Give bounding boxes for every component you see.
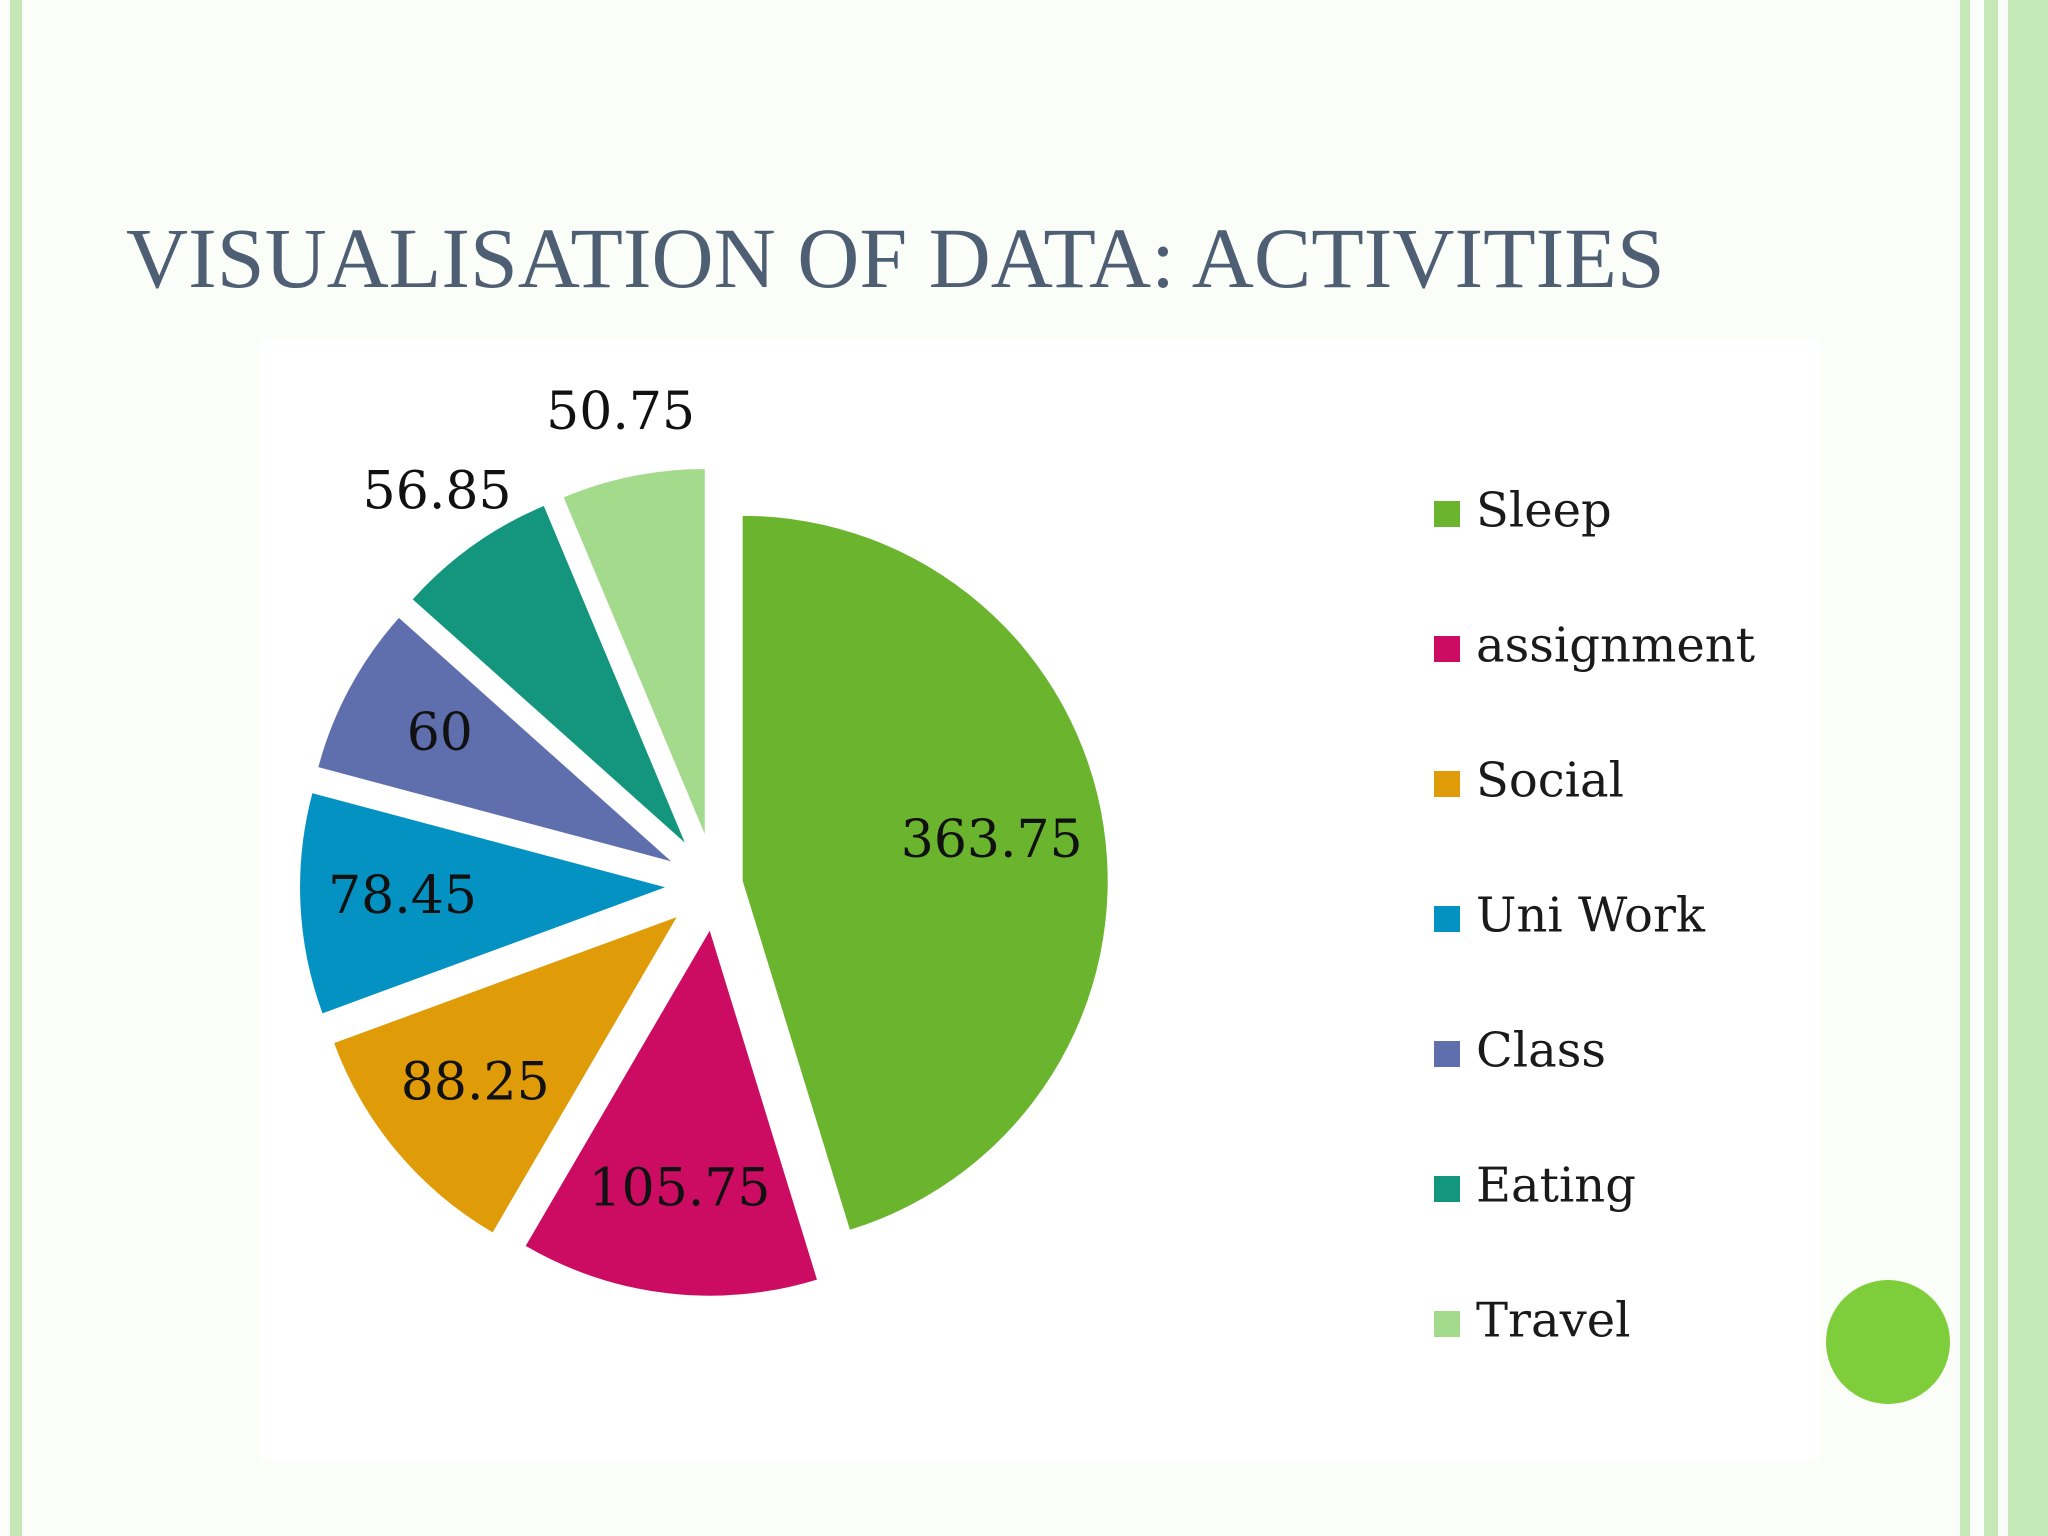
pie-slice-sleep [742, 515, 1108, 1230]
legend-swatch-class [1434, 1041, 1460, 1067]
legend-label-sleep: Sleep [1476, 483, 1612, 539]
legend-swatch-uni-work [1434, 906, 1460, 932]
left-border-stripe [10, 0, 22, 1536]
pie-slice-social [334, 917, 677, 1233]
pie-slice-eating [412, 505, 685, 843]
legend-label-travel: Travel [1476, 1293, 1630, 1349]
data-label-class: 60 [407, 703, 473, 763]
legend-label-assignment: assignment [1476, 618, 1755, 674]
pie-slice-assignment [525, 930, 817, 1296]
slide-title: VISUALISATION OF DATA: ACTIVITIES [126, 210, 1665, 306]
legend-swatch-sleep [1434, 501, 1460, 527]
legend-swatch-assignment [1434, 636, 1460, 662]
legend-swatch-travel [1434, 1311, 1460, 1337]
pie-chart: 363.75 105.75 88.25 78.45 60 56.85 50.75 Sleep… [300, 382, 1755, 1349]
data-label-assignment: 105.75 [589, 1158, 771, 1218]
data-label-social: 88.25 [401, 1052, 550, 1112]
data-label-sleep: 363.75 [901, 810, 1083, 870]
pie-data-labels: 363.75 105.75 88.25 78.45 60 56.85 50.75 [328, 382, 1083, 1218]
legend-label-uni-work: Uni Work [1476, 888, 1706, 944]
data-label-uni-work: 78.45 [328, 866, 477, 926]
legend-swatch-eating [1434, 1176, 1460, 1202]
legend-label-class: Class [1476, 1023, 1606, 1079]
legend-swatch-social [1434, 771, 1460, 797]
data-label-eating: 56.85 [363, 461, 512, 521]
right-border-stripe [1984, 0, 1998, 1536]
chart-legend: Sleep assignment Social Uni Work Class Eating… [1434, 483, 1755, 1349]
decorative-circle [1826, 1280, 1950, 1404]
chart-area: 363.75 105.75 88.25 78.45 60 56.85 50.75 Sleep… [260, 340, 1820, 1460]
right-border-gap [1998, 0, 2008, 1536]
pie-slice-travel [563, 469, 705, 835]
pie-slice-class [318, 617, 672, 862]
right-border-stripe [2008, 0, 2048, 1536]
legend-label-social: Social [1476, 753, 1624, 809]
data-label-travel: 50.75 [546, 382, 695, 442]
pie-slice-uni-work [300, 793, 666, 1014]
pie-slices [300, 469, 1108, 1296]
right-border-stripe [1960, 0, 1970, 1536]
legend-label-eating: Eating [1476, 1158, 1636, 1214]
